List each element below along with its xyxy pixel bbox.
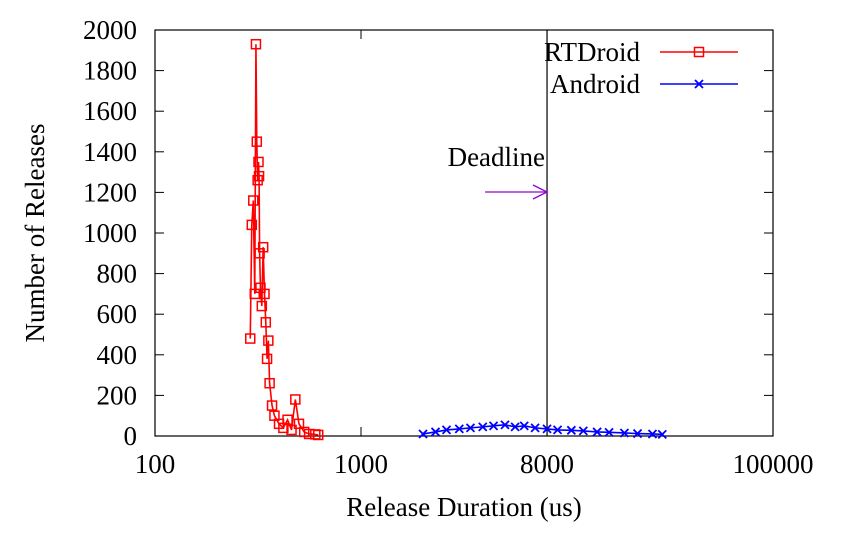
y-tick-label: 1400: [83, 137, 137, 167]
x-tick-label: 8000: [520, 449, 574, 479]
data-point: [552, 425, 563, 435]
data-point: [592, 427, 602, 437]
data-point: [254, 248, 265, 259]
data-point: [260, 317, 272, 328]
legend-label: Android: [550, 69, 640, 99]
data-point: [478, 422, 488, 432]
data-point: [578, 426, 588, 436]
data-point: [290, 394, 301, 405]
data-point: [246, 219, 258, 231]
x-tick-label: 1000: [334, 449, 388, 479]
y-tick-label: 1800: [83, 56, 137, 86]
data-point: [312, 429, 324, 441]
data-point: [261, 353, 273, 365]
data-point: [253, 170, 265, 182]
data-point: [441, 425, 452, 435]
data-point: [510, 422, 520, 432]
x-tick-label: 100: [135, 449, 176, 479]
data-point: [266, 400, 278, 411]
data-point: [418, 429, 428, 439]
data-point: [454, 424, 464, 434]
data-point: [256, 300, 268, 312]
y-tick-label: 0: [124, 421, 138, 451]
data-point: [282, 414, 293, 426]
data-point: [604, 427, 614, 437]
data-point: [257, 241, 269, 253]
legend-marker: [693, 46, 705, 58]
y-tick-label: 1600: [83, 96, 137, 126]
data-point: [259, 288, 270, 300]
data-point: [519, 421, 529, 431]
legend-label: RTDroid: [544, 37, 640, 67]
data-point: [465, 423, 476, 433]
data-point: [250, 38, 262, 50]
data-point: [430, 427, 441, 437]
data-point: [253, 156, 264, 168]
series-line: [249, 44, 319, 436]
data-point: [488, 421, 499, 431]
data-point: [248, 195, 259, 206]
y-tick-label: 600: [97, 299, 138, 329]
y-tick-label: 1000: [83, 218, 137, 248]
data-point: [542, 424, 552, 434]
y-tick-label: 1200: [83, 177, 137, 207]
data-point: [619, 428, 630, 438]
data-point: [263, 335, 274, 346]
deadline-label: Deadline: [448, 142, 545, 172]
y-tick-label: 800: [97, 259, 138, 289]
legend-marker: [694, 79, 704, 89]
data-point: [264, 377, 275, 389]
data-point: [530, 423, 540, 433]
data-point: [647, 429, 658, 439]
data-point: [286, 424, 297, 436]
y-tick-label: 2000: [83, 15, 137, 45]
data-point: [632, 428, 643, 439]
y-tick-label: 200: [97, 380, 138, 410]
y-axis-label: Number of Releases: [20, 124, 50, 343]
x-tick-label: 100000: [733, 449, 814, 479]
data-point: [245, 333, 256, 344]
data-point: [251, 136, 263, 147]
data-point: [500, 420, 510, 430]
data-point: [566, 425, 577, 435]
deadline-arrowhead: [532, 184, 549, 200]
data-point: [657, 429, 667, 440]
plot-frame: [154, 29, 774, 437]
y-tick-label: 400: [97, 340, 138, 370]
x-axis-label: Release Duration (us): [346, 492, 581, 522]
